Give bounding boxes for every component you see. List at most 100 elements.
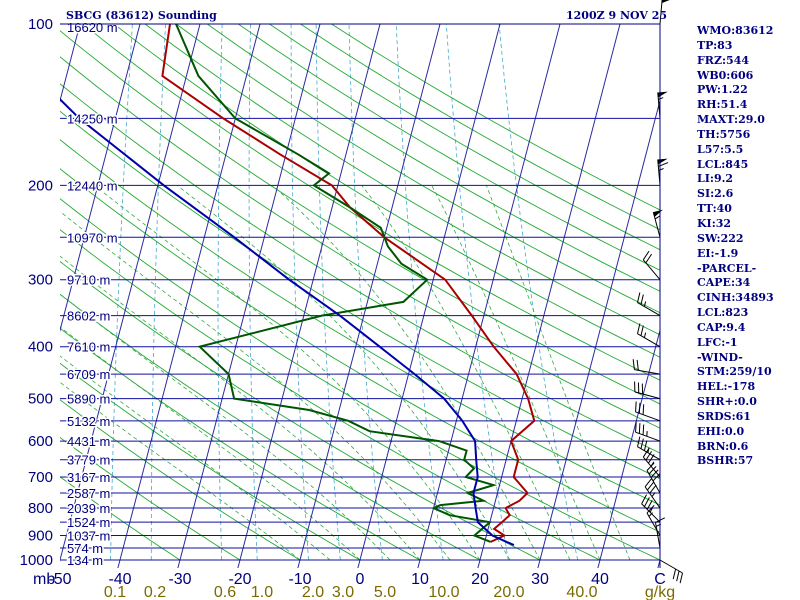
height-label: 14250 m: [67, 111, 118, 126]
pressure-tick-label: 600: [28, 433, 53, 450]
height-label: 5132 m: [67, 414, 110, 429]
isotherm: [0, 24, 20, 571]
chart-title: SBCG (83612) Sounding: [66, 9, 217, 22]
index-item: SI:2.6: [697, 187, 734, 201]
height-label: 3167 m: [67, 470, 110, 485]
index-item: LI:9.2: [697, 172, 734, 186]
index-item: KI:32: [697, 216, 732, 230]
isotherm: [477, 24, 621, 568]
wind-barb: [659, 0, 670, 25]
index-item: HEL:-178: [697, 380, 756, 394]
index-item: WMO:83612: [697, 24, 774, 37]
height-label: 2587 m: [67, 486, 110, 501]
pressure-tick-label: 700: [28, 469, 53, 486]
height-label: 10970 m: [67, 230, 118, 245]
mixing-ratio-label: 3.0: [332, 584, 354, 600]
index-item: -WIND-: [697, 350, 743, 364]
mixing-ratio-label: 0.1: [104, 584, 126, 600]
index-item: SHR+:0.0: [697, 395, 757, 409]
height-label: 2039 m: [67, 501, 110, 516]
isotherm: [60, 24, 201, 562]
height-label: 6709 m: [67, 367, 110, 382]
index-item: CAPE:34: [697, 276, 751, 290]
isotherm: [117, 24, 261, 568]
pressure-tick-label: 500: [28, 391, 53, 408]
temp-tick-label: 30: [531, 571, 549, 588]
isotherm: [537, 98, 660, 568]
height-label: 4431 m: [67, 434, 110, 449]
mixing-ratio-label: 5.0: [374, 584, 396, 600]
moist-adiabat: [60, 293, 391, 561]
mixing-ratio-label: g/kg: [645, 584, 675, 600]
moist-adiabat: [361, 185, 571, 561]
index-item: FRZ:544: [697, 53, 750, 67]
height-label: 134 m: [67, 553, 103, 568]
pressure-tick-label: 400: [28, 339, 53, 356]
mixing-ratio-label: 2.0: [302, 584, 324, 600]
wind-barb: [641, 494, 661, 523]
temp-tick-label: -10: [288, 571, 311, 588]
height-label: 5890 m: [67, 392, 110, 407]
height-label: 16620 m: [67, 20, 118, 35]
moist-adiabat: [60, 210, 451, 561]
height-label: 1037 m: [67, 528, 110, 543]
mixing-ratio-label: 10.0: [428, 584, 459, 600]
height-label: 12440 m: [67, 178, 118, 193]
mixing-ratio-label: 1.0: [251, 584, 273, 600]
indices-panel: WMO:83612 TP:83 FRZ:544 WB0:606 PW:1.22 RH:51…: [697, 24, 800, 469]
wind-barb: [636, 436, 661, 461]
y-axis-unit: mb: [33, 571, 55, 588]
index-item: LCL:845: [697, 157, 749, 171]
wind-barb: [634, 381, 661, 400]
pressure-tick-label: 200: [28, 177, 53, 194]
height-label: 9710 m: [67, 273, 110, 288]
temp-tick-label: -50: [48, 571, 71, 588]
temp-tick-label: -40: [108, 571, 131, 588]
index-item: EI:-1.9: [697, 246, 739, 260]
index-item: CAP:9.4: [697, 320, 746, 334]
wind-barb: [635, 401, 661, 422]
temp-tick-label: 20: [471, 571, 489, 588]
index-item: TT:40: [697, 202, 732, 216]
pressure-tick-label: 100: [28, 16, 53, 33]
height-label: 3779 m: [67, 453, 110, 468]
mixing-ratio-label: 40.0: [566, 584, 597, 600]
index-item: WB0:606: [697, 68, 754, 82]
wind-barb: [632, 359, 661, 375]
pressure-tick-label: 300: [28, 272, 53, 289]
index-item: TP:83: [697, 38, 733, 52]
isotherm: [417, 24, 561, 568]
x-axis-unit: C: [654, 571, 666, 588]
wind-barb: [646, 505, 661, 536]
index-item: SRDS:61: [697, 409, 751, 423]
index-item: TH:5756: [697, 127, 751, 141]
index-item: LCL:823: [697, 306, 749, 320]
isotherm: [237, 24, 381, 568]
wind-barb: [652, 209, 663, 238]
index-item: EHI:0.0: [697, 424, 745, 438]
index-item: L57:5.5: [697, 142, 744, 156]
height-label: 7610 m: [67, 340, 110, 355]
temp-tick-label: -20: [228, 571, 251, 588]
height-label: 8602 m: [67, 309, 110, 324]
height-label: 574 m: [67, 541, 103, 556]
height-label: 1524 m: [67, 515, 110, 530]
index-item: BRN:0.6: [697, 439, 749, 453]
index-item: BSHR:57: [697, 454, 754, 468]
moist-adiabat: [60, 326, 361, 561]
index-item: STM:259/10: [697, 365, 772, 379]
temp-tick-label: 0: [356, 571, 365, 588]
wind-barb: [657, 158, 669, 186]
pressure-tick-label: 1000: [20, 552, 53, 569]
pressure-tick-label: 800: [28, 500, 53, 517]
wind-barb: [635, 421, 661, 442]
index-item: SW:222: [697, 231, 744, 245]
wind-barb: [642, 250, 661, 281]
temp-tick-label: 40: [591, 571, 609, 588]
isotherm: [597, 328, 660, 568]
temp-tick-label: 10: [411, 571, 429, 588]
moist-adiabat: [60, 355, 331, 561]
wind-barb: [659, 559, 684, 584]
isotherm: [60, 24, 141, 333]
index-item: MAXT:29.0: [697, 113, 765, 127]
